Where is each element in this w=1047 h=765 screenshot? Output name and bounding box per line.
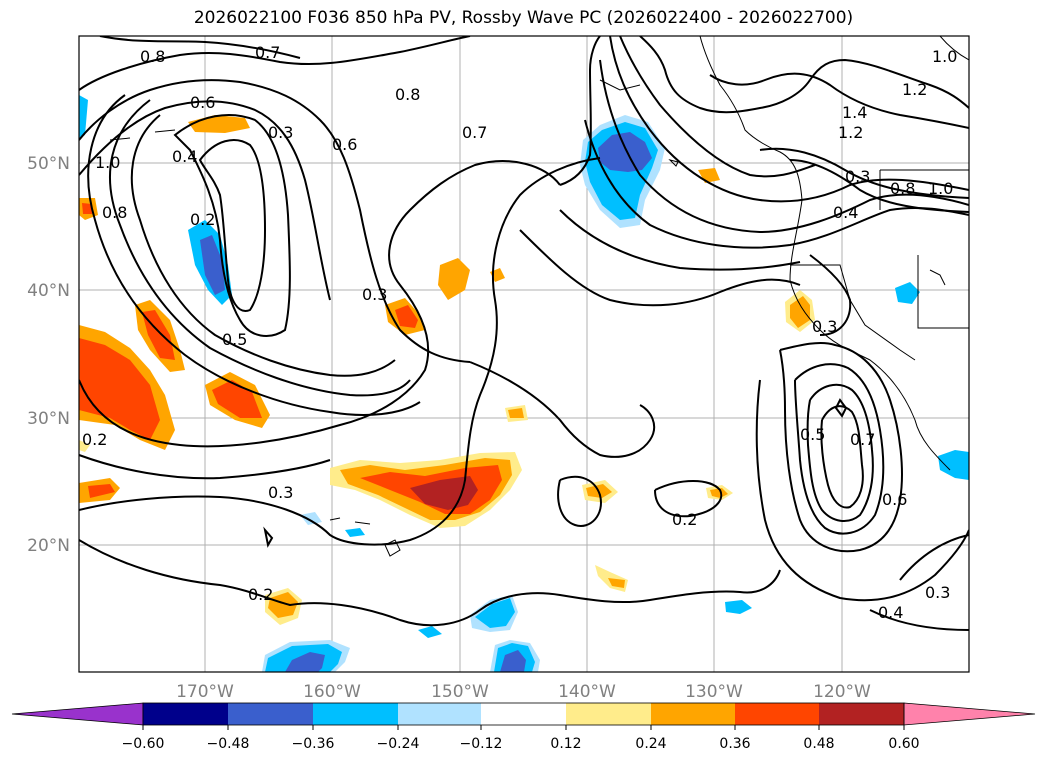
colorbar-swatch xyxy=(651,703,735,725)
lat-label-20n: 20°N xyxy=(27,536,70,556)
contour-label: 0.8 xyxy=(102,203,127,222)
colorbar-tick: −0.36 xyxy=(292,736,335,752)
lat-label-50n: 50°N xyxy=(27,154,70,174)
contour-label: 0.4 xyxy=(833,203,858,222)
contour-label: 1.2 xyxy=(838,123,863,142)
contour-labels: 0.8 0.7 0.6 0.3 0.6 0.8 0.7 1.0 0.4 0.8 … xyxy=(82,43,957,622)
colorbar-tick: −0.12 xyxy=(460,736,503,752)
contour-label: 0.6 xyxy=(882,490,907,509)
colorbar-tick: 0.12 xyxy=(550,736,581,752)
colorbar-extend-high xyxy=(903,702,1036,726)
coastlines xyxy=(109,36,969,557)
colorbar-swatch xyxy=(819,703,904,725)
colorbar-tick: 0.36 xyxy=(719,736,750,752)
contour-label: 0.7 xyxy=(462,123,487,142)
contour-label: 0.7 xyxy=(255,43,280,62)
colorbar-swatch xyxy=(481,703,566,725)
colorbar-tick: 0.24 xyxy=(635,736,666,752)
contour-label: 0.3 xyxy=(268,123,293,142)
contour-label: 0.2 xyxy=(82,430,107,449)
map-title: 2026022100 F036 850 hPa PV, Rossby Wave … xyxy=(193,8,854,28)
contour-label: 0.3 xyxy=(812,317,837,336)
contour-label: 0.4 xyxy=(172,147,197,166)
contour-label: 0.3 xyxy=(362,285,387,304)
contour-label: 0.6 xyxy=(332,135,357,154)
contour-label: 1.4 xyxy=(842,103,867,122)
lat-label-30n: 30°N xyxy=(27,409,70,429)
pv-contours xyxy=(79,36,969,631)
latitude-labels: 50°N 40°N 30°N 20°N xyxy=(27,154,70,556)
map-area: 0.8 0.7 0.6 0.3 0.6 0.8 0.7 1.0 0.4 0.8 … xyxy=(79,36,969,672)
contour-label: 0.2 xyxy=(190,210,215,229)
colorbar-extend-low xyxy=(11,702,144,726)
contour-label: 0.3 xyxy=(925,583,950,602)
colorbar-swatch xyxy=(143,703,228,725)
colorbar-tick: −0.48 xyxy=(207,736,250,752)
contour-label: 0.4 xyxy=(878,603,903,622)
colorbar-swatch xyxy=(313,703,398,725)
colorbar-tick: 0.60 xyxy=(888,736,919,752)
contour-label: 0.2 xyxy=(248,585,273,604)
contour-label: 0.8 xyxy=(140,47,165,66)
lon-label-130w: 130°W xyxy=(685,682,743,702)
colorbar-tick: −0.60 xyxy=(122,736,165,752)
longitude-labels: 170°W 160°W 150°W 140°W 130°W 120°W xyxy=(176,682,871,702)
contour-label: 1.0 xyxy=(95,153,120,172)
contour-label: 0.2 xyxy=(672,510,697,529)
colorbar-swatch xyxy=(398,703,481,725)
contour-label: 0.3 xyxy=(268,483,293,502)
lon-label-150w: 150°W xyxy=(431,682,489,702)
lon-label-170w: 170°W xyxy=(176,682,234,702)
lon-label-140w: 140°W xyxy=(558,682,616,702)
contour-label: 0.6 xyxy=(190,93,215,112)
anomaly-positive xyxy=(79,338,160,440)
map-frame xyxy=(78,35,970,673)
colorbar-swatch xyxy=(566,703,651,725)
colorbar: −0.60 −0.48 −0.36 −0.24 −0.12 0.12 0.24 … xyxy=(11,702,1036,752)
contour-label: 0.5 xyxy=(222,330,247,349)
colorbar-swatch xyxy=(228,703,313,725)
contour-label: 1.2 xyxy=(902,80,927,99)
lat-label-40n: 40°N xyxy=(27,281,70,301)
colorbar-swatch xyxy=(735,703,819,725)
contour-label: 0.8 xyxy=(890,179,915,198)
lon-label-120w: 120°W xyxy=(813,682,871,702)
colorbar-tick: 0.48 xyxy=(803,736,834,752)
contour-label: 0.3 xyxy=(845,167,870,186)
contour-label: 1.0 xyxy=(928,179,953,198)
lon-label-160w: 160°W xyxy=(303,682,361,702)
contour-label: 0.5 xyxy=(800,425,825,444)
contour-label: 0.8 xyxy=(395,85,420,104)
contour-label: 0.7 xyxy=(850,430,875,449)
contour-label: 1.0 xyxy=(932,47,957,66)
colorbar-tick: −0.24 xyxy=(377,736,420,752)
